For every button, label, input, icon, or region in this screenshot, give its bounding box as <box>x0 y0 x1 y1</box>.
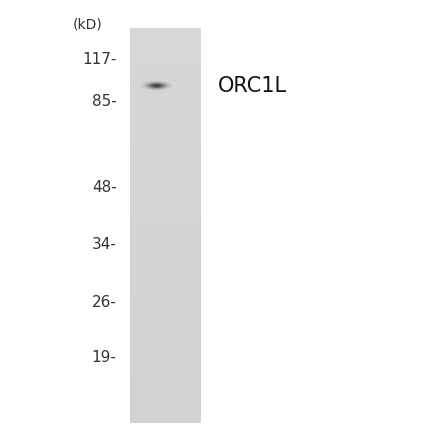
Text: 19-: 19- <box>92 350 117 365</box>
Text: 48-: 48- <box>92 180 117 195</box>
Text: ORC1L: ORC1L <box>218 76 287 96</box>
Text: (kD): (kD) <box>73 17 103 31</box>
Text: 85-: 85- <box>92 94 117 109</box>
Text: 34-: 34- <box>92 237 117 252</box>
Text: 117-: 117- <box>82 52 117 67</box>
Text: 26-: 26- <box>92 295 117 310</box>
